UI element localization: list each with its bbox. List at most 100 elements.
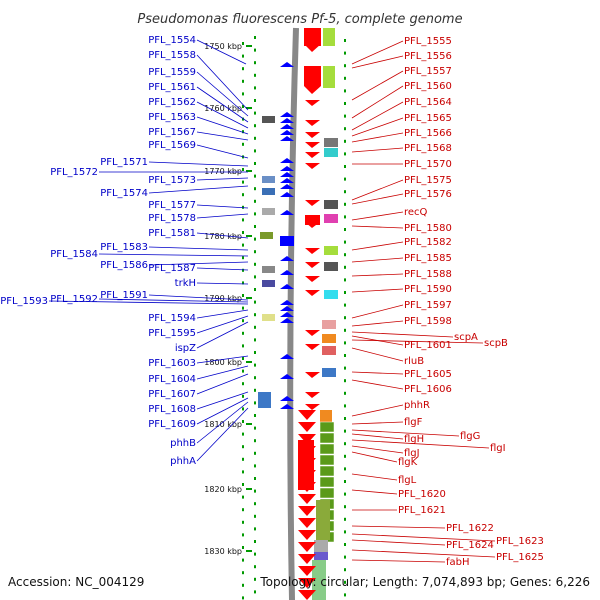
flagellar-gene <box>319 454 335 466</box>
reverse-label-connector <box>351 40 404 65</box>
forward-gene-label: PFL_1592 <box>50 294 98 305</box>
ruler-dot <box>254 86 256 90</box>
feature-box <box>324 138 338 147</box>
ruler-dot <box>254 514 256 518</box>
forward-label-connector <box>196 321 249 349</box>
feature-box <box>262 266 275 273</box>
reverse-label-connector <box>351 211 404 221</box>
reverse-label-connector <box>351 539 446 546</box>
reverse-gene-label: PFL_1601 <box>404 340 452 351</box>
feature-box <box>324 148 338 157</box>
feature-box <box>314 540 328 552</box>
reverse-label-connector <box>351 451 398 463</box>
feature-box <box>322 346 336 355</box>
ruler-dot <box>254 527 256 531</box>
reverse-gene-label: flgL <box>398 475 417 486</box>
reverse-gene <box>304 44 321 52</box>
feature-box <box>262 116 275 123</box>
ruler-dot <box>254 187 256 191</box>
ruler-dot <box>254 363 256 367</box>
ruler-dot <box>254 262 256 266</box>
ruler-dot <box>344 39 346 42</box>
ruler-dot <box>242 520 244 524</box>
reverse-gene-label: PFL_1588 <box>404 269 452 280</box>
forward-gene-arrow <box>280 124 294 129</box>
forward-gene-label: PFL_1593 <box>0 296 48 307</box>
flagellar-gene <box>319 421 335 433</box>
forward-label-connector <box>196 54 249 111</box>
flagellar-gene <box>319 465 335 477</box>
reverse-gene-label: PFL_1620 <box>398 489 446 500</box>
ruler-dot <box>344 127 346 131</box>
ruler-dot <box>242 79 244 83</box>
ruler-dot <box>344 190 346 194</box>
feature-box <box>258 392 271 408</box>
forward-label-connector <box>196 282 249 285</box>
ruler-dot <box>242 583 244 587</box>
reverse-label-connector <box>351 320 404 327</box>
reverse-label-connector <box>351 132 404 143</box>
forward-gene-label: PFL_1567 <box>148 127 196 138</box>
reverse-label-connector <box>351 331 454 338</box>
forward-label-connector <box>196 267 249 271</box>
ruler-dot <box>242 294 244 297</box>
forward-gene-arrow <box>280 130 294 135</box>
feature-box <box>324 246 338 255</box>
forward-gene-arrow <box>280 158 294 163</box>
forward-label-connector <box>98 298 249 303</box>
ruler-dot <box>242 483 244 486</box>
map-title: Pseudomonas fluorescens Pf-5, complete g… <box>137 12 462 27</box>
ruler-dot <box>242 243 244 247</box>
ruler-tick-label: 1760 kbp <box>204 104 242 113</box>
forward-gene-label: PFL_1581 <box>148 228 196 239</box>
reverse-gene-arrow <box>298 530 316 540</box>
reverse-gene-label: PFL_1590 <box>404 284 452 295</box>
ruler-dot <box>254 149 256 153</box>
genome-backbone <box>287 27 299 600</box>
genome-summary-text: Topology: circular; Length: 7,074,893 bp… <box>259 575 590 589</box>
forward-gene-label: PFL_1554 <box>148 35 196 46</box>
forward-label-connector <box>148 185 249 194</box>
reverse-gene-arrow <box>305 100 320 106</box>
reverse-label-connector <box>351 225 404 229</box>
reverse-gene-label: PFL_1555 <box>404 36 452 47</box>
forward-gene-arrow <box>280 210 294 215</box>
ruler-tick-label: 1810 kbp <box>204 420 242 429</box>
ruler-dot <box>344 240 346 244</box>
reverse-label-connector <box>351 559 446 563</box>
reverse-gene-arrow <box>305 200 320 206</box>
forward-gene-label: PFL_1594 <box>148 313 196 324</box>
ruler-dot <box>242 306 244 310</box>
ruler-dot <box>254 338 256 342</box>
ruler-dot <box>344 429 346 433</box>
reverse-label-connector <box>351 347 404 362</box>
reverse-gene-arrow <box>298 590 316 600</box>
ruler-dot <box>254 577 256 581</box>
forward-gene-label: PFL_1572 <box>50 167 98 178</box>
forward-label-connector <box>196 355 249 364</box>
ruler-dot <box>344 543 346 546</box>
reverse-gene-label: PFL_1585 <box>404 253 452 264</box>
ruler-dot <box>254 351 256 354</box>
reverse-gene-arrow <box>305 290 320 296</box>
ruler-tick-label: 1820 kbp <box>204 485 242 494</box>
reverse-gene-arrow <box>298 566 316 576</box>
reverse-label-connector <box>351 85 404 119</box>
ruler-dot <box>344 467 346 471</box>
reverse-gene-arrow <box>298 410 316 420</box>
forward-gene-label: PFL_1607 <box>148 389 196 400</box>
ruler-dot <box>254 136 256 140</box>
reverse-gene-label: PFL_1621 <box>398 505 446 516</box>
reverse-label-connector <box>351 489 398 495</box>
forward-gene-arrow <box>280 318 294 323</box>
ruler-dot <box>254 565 256 569</box>
ruler-dot <box>242 142 244 146</box>
forward-label-connector <box>196 116 249 135</box>
reverse-label-connector <box>351 241 404 251</box>
ruler-dot <box>254 376 256 380</box>
reverse-gene-label: flgJ <box>404 448 420 459</box>
reverse-label-connector <box>351 257 404 263</box>
ruler-dot <box>344 303 346 307</box>
ruler-dot <box>242 180 244 184</box>
reverse-gene-label: PFL_1568 <box>404 143 452 154</box>
